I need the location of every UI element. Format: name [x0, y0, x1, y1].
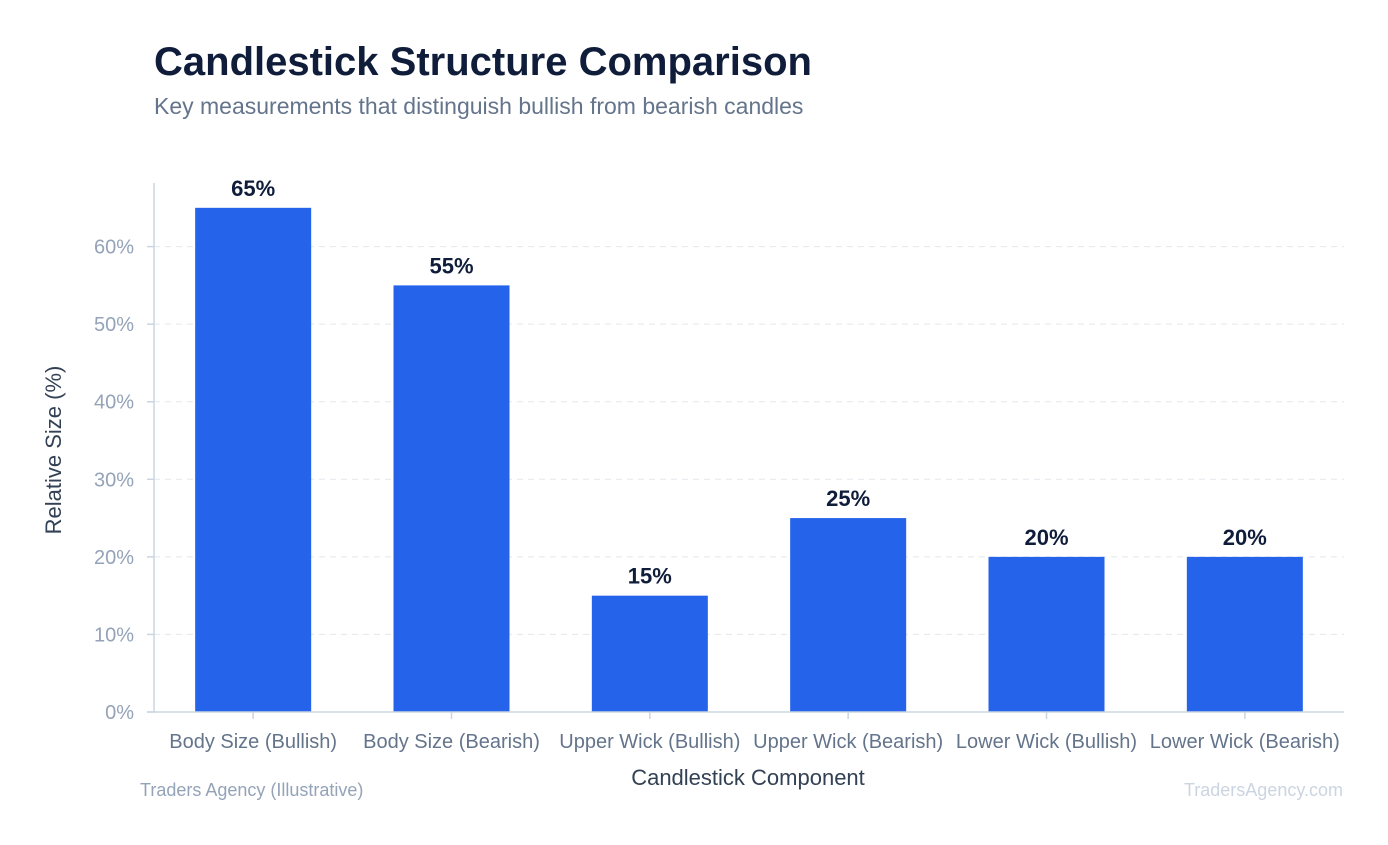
grid-lines: [154, 246, 1344, 635]
footer-brand: TradersAgency.com: [1184, 780, 1343, 800]
y-tick-label: 10%: [94, 624, 134, 646]
value-label: 20%: [1024, 525, 1068, 550]
bars: [195, 207, 1303, 713]
y-axis-title: Relative Size (%): [41, 366, 66, 535]
y-tick-label: 60%: [94, 237, 134, 259]
x-tick-label: Body Size (Bearish): [363, 731, 540, 753]
y-tick-label: 20%: [94, 547, 134, 569]
bar: [195, 207, 312, 713]
value-label: 65%: [231, 176, 275, 201]
value-label: 20%: [1223, 525, 1267, 550]
value-label: 15%: [628, 564, 672, 589]
y-tick-label: 30%: [94, 469, 134, 491]
x-tick-label: Upper Wick (Bearish): [753, 731, 943, 753]
chart-title: Candlestick Structure Comparison: [154, 40, 812, 84]
y-tick-label: 40%: [94, 392, 134, 414]
x-axis-title: Candlestick Component: [631, 765, 865, 790]
y-tick-label: 50%: [94, 314, 134, 336]
x-tick-label: Lower Wick (Bullish): [956, 731, 1137, 753]
bar: [1186, 556, 1303, 712]
x-tick-label: Upper Wick (Bullish): [559, 731, 740, 753]
value-label: 25%: [826, 486, 870, 511]
value-labels: 65% 55% 15% 25% 20% 20%: [231, 176, 1267, 589]
value-label: 55%: [429, 253, 473, 278]
y-tick-labels: 0% 10% 20% 30% 40% 50% 60%: [94, 237, 154, 724]
bar: [393, 285, 510, 712]
bar: [790, 518, 907, 712]
chart-subtitle: Key measurements that distinguish bullis…: [154, 93, 803, 119]
bar: [988, 556, 1105, 712]
x-tick-labels: Body Size (Bullish) Body Size (Bearish) Up…: [169, 712, 1340, 753]
footer-source: Traders Agency (Illustrative): [140, 780, 363, 800]
y-tick-label: 0%: [105, 702, 134, 724]
x-tick-label: Lower Wick (Bearish): [1150, 731, 1340, 753]
x-tick-label: Body Size (Bullish): [169, 731, 337, 753]
bar: [591, 595, 708, 712]
